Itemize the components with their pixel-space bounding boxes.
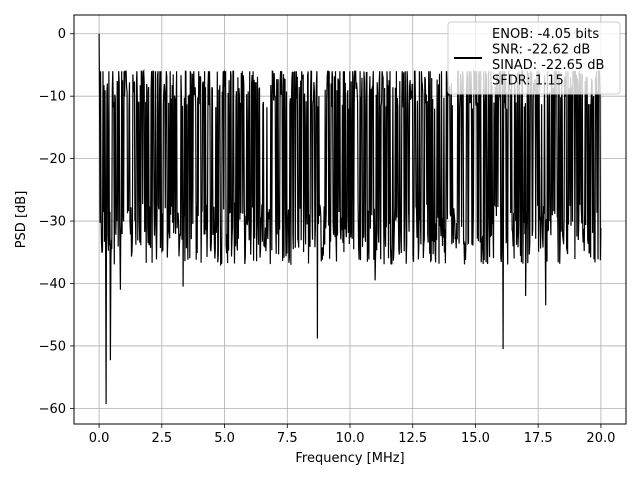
legend-entry: SNR: -22.62 dB (492, 43, 590, 58)
x-tick-label: 0.0 (89, 431, 110, 446)
x-axis: 0.0 2.5 5.0 7.5 10.0 12.5 15.0 17.5 20.0 (89, 424, 615, 446)
plot-area (98, 33, 602, 405)
y-tick-label: −60 (39, 402, 66, 417)
legend-box (447, 21, 621, 95)
legend-entry: ENOB: -4.05 bits (492, 27, 599, 42)
x-tick-label: 10.0 (336, 431, 365, 446)
y-axis-title: PSD [dB] (14, 191, 29, 249)
x-tick-label: 5.0 (214, 431, 235, 446)
x-tick-label: 15.0 (461, 431, 490, 446)
y-tick-label: −40 (39, 277, 66, 292)
y-tick-label: −20 (39, 152, 66, 167)
x-tick-label: 12.5 (398, 431, 427, 446)
x-tick-label: 7.5 (277, 431, 298, 446)
y-axis: 0 −10 −20 −30 −40 −50 −60 (39, 27, 74, 417)
y-tick-label: −50 (39, 339, 66, 354)
y-tick-label: −30 (39, 215, 66, 230)
y-tick-label: −10 (39, 90, 66, 105)
psd-series-line (98, 33, 602, 405)
x-tick-label: 2.5 (151, 431, 172, 446)
x-axis-title: Frequency [MHz] (295, 451, 404, 466)
y-tick-label: 0 (58, 27, 66, 42)
x-tick-label: 17.5 (524, 431, 553, 446)
legend-entry: SFDR: 1.15 (492, 74, 564, 89)
x-tick-label: 20.0 (586, 431, 615, 446)
legend-entry: SINAD: -22.65 dB (492, 58, 604, 73)
